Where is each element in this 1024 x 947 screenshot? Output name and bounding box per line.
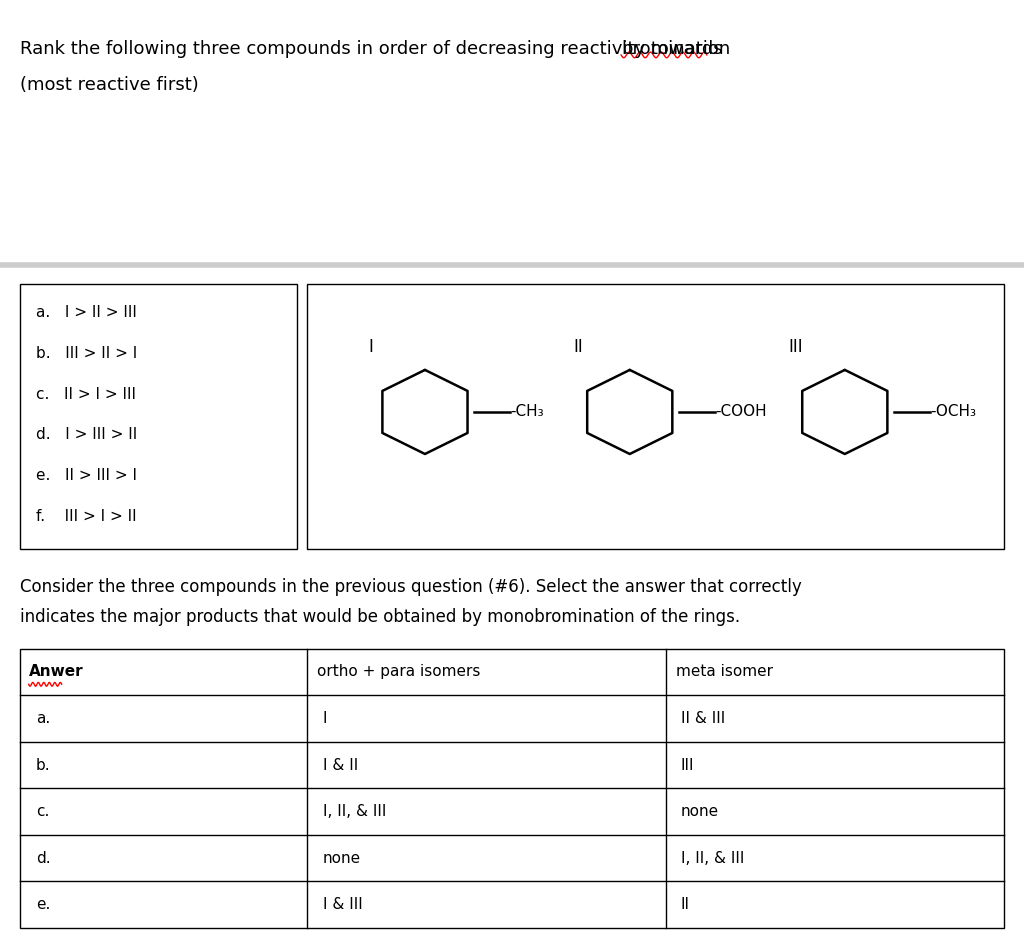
Text: b.: b. <box>36 758 50 773</box>
Text: -CH₃: -CH₃ <box>510 404 544 420</box>
Text: b.   III > II > I: b. III > II > I <box>36 346 137 361</box>
Text: ortho + para isomers: ortho + para isomers <box>317 665 481 680</box>
FancyBboxPatch shape <box>307 284 1004 549</box>
Text: a.: a. <box>36 711 50 726</box>
Text: c.: c. <box>36 804 49 819</box>
Text: I, II, & III: I, II, & III <box>681 850 744 866</box>
Text: Rank the following three compounds in order of decreasing reactivity towards: Rank the following three compounds in or… <box>20 40 729 58</box>
Text: d.: d. <box>36 850 50 866</box>
Text: II: II <box>681 897 690 912</box>
Text: Consider the three compounds in the previous question (#6). Select the answer th: Consider the three compounds in the prev… <box>20 578 802 596</box>
Text: c.   II > I > III: c. II > I > III <box>36 386 136 402</box>
Text: II & III: II & III <box>681 711 725 726</box>
Text: III: III <box>788 338 803 356</box>
Text: -COOH: -COOH <box>715 404 766 420</box>
Text: -OCH₃: -OCH₃ <box>930 404 976 420</box>
Text: none: none <box>681 804 719 819</box>
Text: I: I <box>323 711 327 726</box>
Text: f.    III > I > II: f. III > I > II <box>36 509 136 524</box>
Text: e.: e. <box>36 897 50 912</box>
Text: Anwer: Anwer <box>29 665 83 680</box>
Text: I: I <box>369 338 374 356</box>
Text: I & III: I & III <box>323 897 362 912</box>
Text: bromination: bromination <box>622 40 730 58</box>
Text: (most reactive first): (most reactive first) <box>20 76 200 94</box>
Text: II: II <box>573 338 584 356</box>
Text: a.   I > II > III: a. I > II > III <box>36 305 137 320</box>
FancyBboxPatch shape <box>20 284 297 549</box>
FancyBboxPatch shape <box>20 649 1004 928</box>
Text: I, II, & III: I, II, & III <box>323 804 386 819</box>
Text: meta isomer: meta isomer <box>676 665 773 680</box>
Text: indicates the major products that would be obtained by monobromination of the ri: indicates the major products that would … <box>20 608 740 626</box>
Text: I & II: I & II <box>323 758 357 773</box>
Text: e.   II > III > I: e. II > III > I <box>36 468 137 483</box>
Text: none: none <box>323 850 360 866</box>
Text: III: III <box>681 758 694 773</box>
Text: d.   I > III > II: d. I > III > II <box>36 427 137 442</box>
